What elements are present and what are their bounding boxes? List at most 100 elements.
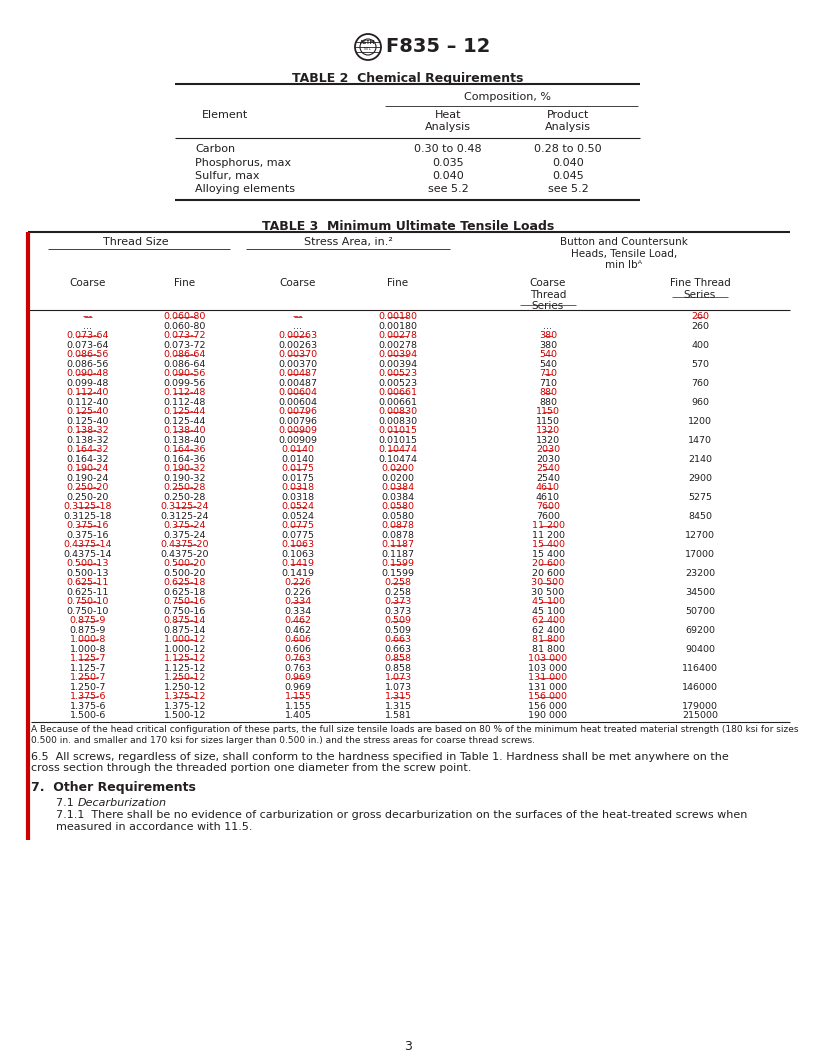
Text: 0.625-18: 0.625-18 bbox=[164, 579, 206, 587]
Text: 6.5  All screws, regardless of size, shall conform to the hardness specified in : 6.5 All screws, regardless of size, shal… bbox=[31, 752, 729, 773]
Text: 81 800: 81 800 bbox=[531, 636, 565, 644]
Text: 0.3125-24: 0.3125-24 bbox=[161, 512, 209, 521]
Text: 540: 540 bbox=[539, 351, 557, 359]
Text: 0.099-48: 0.099-48 bbox=[67, 379, 109, 388]
Text: 0.969: 0.969 bbox=[285, 674, 312, 682]
Text: Fine: Fine bbox=[388, 278, 409, 288]
Text: 0.00604: 0.00604 bbox=[278, 389, 317, 397]
Text: 0.0878: 0.0878 bbox=[382, 522, 415, 530]
Text: 5275: 5275 bbox=[688, 493, 712, 502]
Text: 0.1419: 0.1419 bbox=[282, 569, 314, 578]
Text: 146000: 146000 bbox=[682, 683, 718, 692]
Text: 0.073-72: 0.073-72 bbox=[164, 341, 206, 350]
Text: 156 000: 156 000 bbox=[529, 693, 567, 701]
Text: 0.750-16: 0.750-16 bbox=[164, 607, 206, 616]
Text: 45 100: 45 100 bbox=[531, 607, 565, 616]
Text: 0.1063: 0.1063 bbox=[282, 550, 314, 559]
Text: 0.00394: 0.00394 bbox=[379, 360, 418, 369]
Text: 0.138-40: 0.138-40 bbox=[164, 427, 206, 435]
Text: 0.0140: 0.0140 bbox=[282, 455, 314, 464]
Text: 0.3125-24: 0.3125-24 bbox=[161, 503, 209, 511]
Text: 69200: 69200 bbox=[685, 626, 715, 635]
Text: 0.112-40: 0.112-40 bbox=[67, 389, 109, 397]
Text: 0.250-28: 0.250-28 bbox=[164, 493, 206, 502]
Text: 0.164-32: 0.164-32 bbox=[67, 446, 109, 454]
Text: 7.  Other Requirements: 7. Other Requirements bbox=[31, 781, 196, 794]
Text: 0.1063: 0.1063 bbox=[282, 541, 314, 549]
Text: 1.125-7: 1.125-7 bbox=[70, 655, 106, 663]
Text: 0.625-11: 0.625-11 bbox=[67, 579, 109, 587]
Text: 0.073-64: 0.073-64 bbox=[67, 332, 109, 340]
Text: 0.0524: 0.0524 bbox=[282, 512, 314, 521]
Text: 0.00180: 0.00180 bbox=[379, 313, 418, 321]
Text: 0.606: 0.606 bbox=[285, 636, 312, 644]
Text: 880: 880 bbox=[539, 389, 557, 397]
Text: 12700: 12700 bbox=[685, 531, 715, 540]
Text: 62 400: 62 400 bbox=[531, 626, 565, 635]
Text: 0.969: 0.969 bbox=[285, 683, 312, 692]
Text: 1.375-12: 1.375-12 bbox=[164, 693, 206, 701]
Text: 0.00661: 0.00661 bbox=[379, 389, 418, 397]
Text: 0.00523: 0.00523 bbox=[379, 370, 418, 378]
Text: 1.500-12: 1.500-12 bbox=[164, 712, 206, 720]
Text: Decarburization: Decarburization bbox=[78, 797, 167, 808]
Text: 0.30 to 0.48: 0.30 to 0.48 bbox=[415, 144, 481, 154]
Text: A Because of the head critical configuration of these parts, the full size tensi: A Because of the head critical configura… bbox=[31, 725, 799, 744]
Text: 131 000: 131 000 bbox=[529, 683, 568, 692]
Text: 1.315: 1.315 bbox=[384, 693, 411, 701]
Text: 0.250-20: 0.250-20 bbox=[67, 484, 109, 492]
Text: 0.875-14: 0.875-14 bbox=[164, 617, 206, 625]
Text: 0.086-64: 0.086-64 bbox=[164, 360, 206, 369]
Text: 0.040: 0.040 bbox=[552, 157, 584, 168]
Text: 30 500: 30 500 bbox=[531, 588, 565, 597]
Text: 0.125-44: 0.125-44 bbox=[164, 417, 206, 426]
Text: 7.1: 7.1 bbox=[56, 797, 81, 808]
Text: 0.0384: 0.0384 bbox=[381, 484, 415, 492]
Text: 0.258: 0.258 bbox=[384, 588, 411, 597]
Text: 0.01015: 0.01015 bbox=[379, 427, 418, 435]
Text: Phosphorus, max: Phosphorus, max bbox=[195, 157, 291, 168]
Text: 0.750-10: 0.750-10 bbox=[67, 607, 109, 616]
Text: 81 800: 81 800 bbox=[531, 645, 565, 654]
Text: ---: --- bbox=[83, 313, 93, 321]
Text: 0.125-44: 0.125-44 bbox=[164, 408, 206, 416]
Text: 0.0318: 0.0318 bbox=[282, 493, 314, 502]
Text: Product
Analysis: Product Analysis bbox=[545, 110, 591, 132]
Text: Coarse
Thread
Series: Coarse Thread Series bbox=[530, 278, 566, 312]
Text: 1320: 1320 bbox=[536, 427, 560, 435]
Text: 0.00180: 0.00180 bbox=[379, 322, 418, 331]
Text: 0.875-9: 0.875-9 bbox=[70, 626, 106, 635]
Text: 62 400: 62 400 bbox=[531, 617, 565, 625]
Text: 0.060-80: 0.060-80 bbox=[164, 313, 206, 321]
Text: 0.509: 0.509 bbox=[384, 626, 411, 635]
Text: 0.250-20: 0.250-20 bbox=[67, 493, 109, 502]
Text: 0.606: 0.606 bbox=[285, 645, 312, 654]
Text: 0.0878: 0.0878 bbox=[382, 531, 415, 540]
Text: 0.1419: 0.1419 bbox=[282, 560, 314, 568]
Text: 0.375-16: 0.375-16 bbox=[67, 531, 109, 540]
Text: 1.000-8: 1.000-8 bbox=[70, 636, 106, 644]
Text: 0.663: 0.663 bbox=[384, 645, 411, 654]
Text: 0.00909: 0.00909 bbox=[278, 436, 317, 445]
Text: 0.1187: 0.1187 bbox=[382, 550, 415, 559]
Text: 1.581: 1.581 bbox=[384, 712, 411, 720]
Text: 190 000: 190 000 bbox=[529, 712, 567, 720]
Text: 215000: 215000 bbox=[682, 712, 718, 720]
Text: 1470: 1470 bbox=[688, 436, 712, 445]
Text: 260: 260 bbox=[691, 322, 709, 331]
Text: Coarse: Coarse bbox=[70, 278, 106, 288]
Text: ASTM: ASTM bbox=[360, 40, 376, 45]
Text: 0.138-32: 0.138-32 bbox=[67, 427, 109, 435]
Text: 960: 960 bbox=[691, 398, 709, 407]
Text: Fine: Fine bbox=[175, 278, 196, 288]
Text: Fine Thread
Series: Fine Thread Series bbox=[670, 278, 730, 300]
Text: F835 – 12: F835 – 12 bbox=[386, 38, 490, 57]
Text: 0.138-40: 0.138-40 bbox=[164, 436, 206, 445]
Text: 0.226: 0.226 bbox=[285, 579, 312, 587]
Text: 710: 710 bbox=[539, 379, 557, 388]
Text: 0.090-48: 0.090-48 bbox=[67, 370, 109, 378]
Text: 0.00370: 0.00370 bbox=[278, 351, 317, 359]
Text: 0.00796: 0.00796 bbox=[278, 408, 317, 416]
Text: 20 600: 20 600 bbox=[531, 560, 565, 568]
Text: 0.334: 0.334 bbox=[284, 598, 312, 606]
